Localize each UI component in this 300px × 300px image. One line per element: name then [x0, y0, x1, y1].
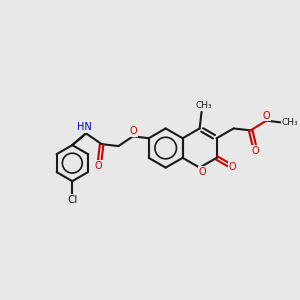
- Text: O: O: [129, 126, 137, 136]
- Text: O: O: [95, 161, 103, 171]
- Text: HN: HN: [77, 122, 92, 133]
- Text: CH₃: CH₃: [195, 101, 212, 110]
- Text: CH₃: CH₃: [282, 118, 298, 127]
- Text: O: O: [229, 162, 236, 172]
- Text: Cl: Cl: [67, 195, 77, 205]
- Text: O: O: [262, 111, 270, 121]
- Text: O: O: [199, 167, 206, 177]
- Text: O: O: [252, 146, 260, 156]
